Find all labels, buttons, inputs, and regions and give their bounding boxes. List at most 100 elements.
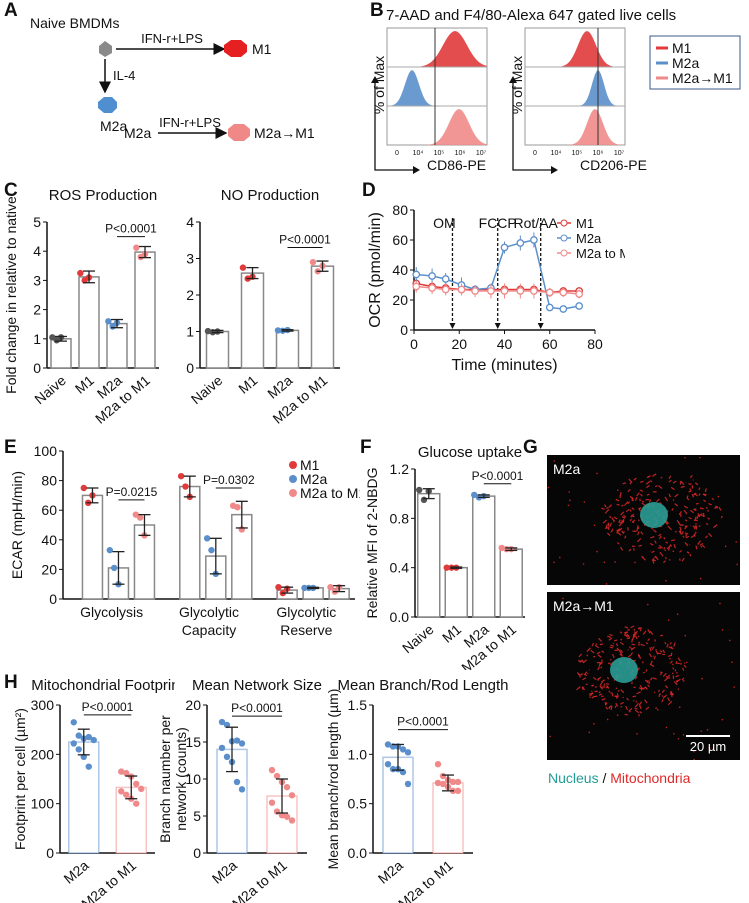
mitochondrion (599, 685, 604, 690)
mitochondrion (616, 531, 622, 536)
mitochondrion (667, 701, 672, 706)
data-point (234, 504, 241, 511)
bar (240, 272, 265, 369)
panel-letter-c: C (4, 180, 18, 201)
data-point (268, 799, 276, 806)
legend-box (649, 35, 741, 90)
mitochondrion (693, 525, 697, 530)
bar (81, 494, 104, 600)
mitochondrion (686, 495, 689, 499)
schematic-panel-a: Naive BMDMs IFN-r+LPS M1 IL-4 M2a M2a IF… (30, 15, 315, 141)
mitochondrion (684, 532, 689, 535)
mitochondrion (608, 504, 612, 508)
mitochondrion (636, 526, 639, 532)
legend-marker (289, 489, 297, 497)
x-axis-label-cd86: CD86-PE (427, 157, 486, 173)
x-tick-label: 0 (533, 150, 537, 157)
mitochondrion (646, 475, 651, 479)
mitochondrion (689, 488, 692, 492)
mito-speck (678, 706, 681, 708)
mitochondrion (682, 667, 685, 671)
mito-speck (655, 649, 657, 651)
mitochondrion (620, 546, 624, 551)
mito-speck (547, 486, 550, 489)
x-axis-label: Time (minutes) (451, 357, 557, 374)
mito-speck (659, 693, 661, 695)
mitochondrion (628, 478, 632, 483)
bar (472, 495, 496, 618)
mito-speck (731, 661, 733, 663)
mitochondrion (631, 635, 636, 640)
mitochondrion (670, 539, 676, 542)
m2a-to-m1-label: M2a→M1 (254, 125, 315, 141)
mitochondrion (655, 707, 658, 710)
mitochondrion (613, 516, 618, 520)
mitochondrion (702, 493, 707, 497)
mitochondrion (615, 643, 619, 647)
mitochondrion (662, 649, 666, 654)
mitochondrion (618, 522, 623, 527)
data-point (471, 491, 478, 499)
mitochondrion (628, 707, 633, 712)
bar (179, 485, 201, 600)
mitochondrion (688, 483, 691, 485)
mitochondrion (683, 505, 689, 509)
mitochondrion (627, 654, 632, 658)
mitochondrion (578, 653, 583, 658)
data-point (75, 746, 82, 753)
legend-marker (560, 249, 568, 257)
mitochondrion (631, 643, 636, 646)
data-point (118, 768, 125, 775)
data-point (133, 800, 140, 807)
mito-speck (636, 732, 638, 735)
mito-speck (629, 710, 631, 713)
legend-marker (560, 234, 568, 242)
mitochondrion (607, 662, 611, 665)
mitochondrion (609, 634, 613, 637)
data-point (457, 285, 466, 294)
mitochondrion (639, 493, 643, 497)
micrograph-m2a-to-m1: M2a→M1 20 µm (547, 592, 740, 760)
mito-speck (634, 561, 636, 564)
mitochondrion (656, 498, 660, 503)
x-category-label: M2a to M1 (229, 857, 290, 903)
data-point (273, 772, 281, 780)
bar (50, 338, 72, 369)
mito-speck (700, 545, 703, 548)
mitochondrion (637, 531, 640, 536)
mitochondrion (699, 542, 704, 546)
mitochondrion (615, 687, 618, 690)
mitochondrion (672, 499, 675, 501)
mitochondrion (639, 711, 643, 714)
data-point (275, 583, 282, 591)
x-tick-label: 10⁵ (434, 150, 445, 157)
mito-speck (665, 579, 667, 582)
mitochondrion (638, 643, 640, 646)
y-axis-label: Relative MFI of 2-NBDG (364, 468, 380, 619)
mitochondrion (626, 697, 629, 701)
mitochondrion (603, 683, 606, 686)
mitochondrion (652, 677, 657, 680)
y-tick-label: 60 (41, 502, 57, 518)
mito-speck (596, 472, 598, 475)
mitochondrion (597, 654, 602, 658)
mitochondrion (615, 498, 620, 502)
y-tick-label: 5 (193, 808, 201, 824)
mito-speck (695, 523, 697, 525)
mitochondrion (662, 672, 667, 677)
data-point (208, 546, 215, 554)
data-point (439, 772, 447, 780)
mitochondrion (678, 558, 681, 561)
mito-speck (562, 597, 564, 600)
data-point (428, 284, 436, 292)
mitochondrion (626, 633, 631, 639)
y-tick-label: 2 (33, 302, 41, 318)
mitochondrion (675, 674, 680, 678)
data-point (530, 287, 538, 295)
mitochondrion (666, 544, 672, 550)
scale-bar-label: 20 µm (689, 739, 727, 754)
y-tick-label: 0 (33, 360, 41, 376)
micrograph-label-m2a: M2a (553, 461, 581, 477)
